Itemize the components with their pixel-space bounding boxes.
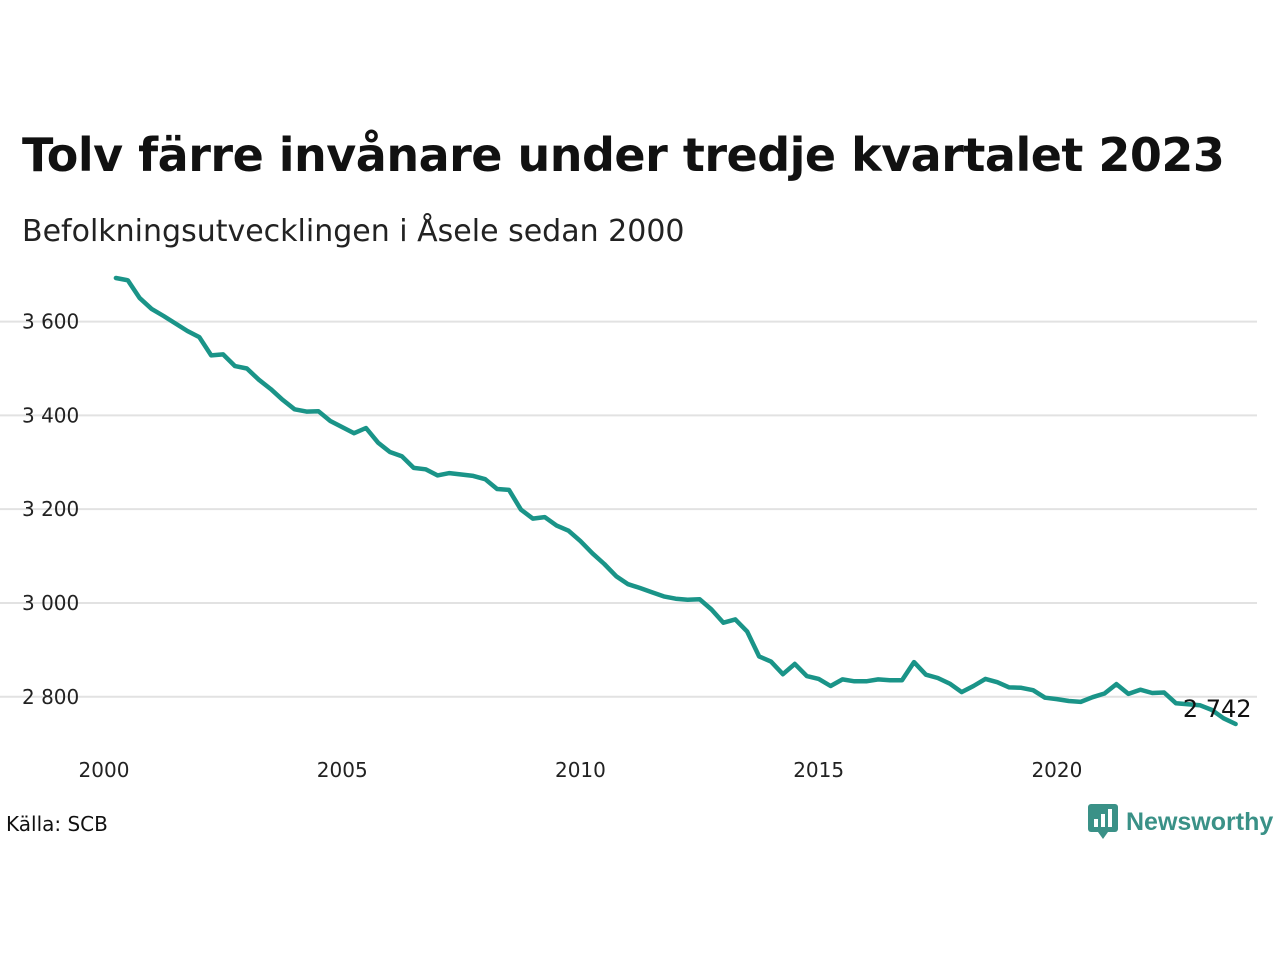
- source-note: Källa: SCB: [6, 812, 108, 836]
- x-tick-label: 2020: [1031, 758, 1082, 782]
- brand-logo: Newsworthy: [1088, 804, 1273, 840]
- y-tick-label: 3 600: [22, 310, 79, 334]
- chart-subtitle: Befolkningsutvecklingen i Åsele sedan 20…: [22, 214, 685, 249]
- population-line-chart: 2 800 3 000 3 200 3 400 3 600 2000 2005 2010 201…: [0, 275, 1257, 782]
- y-tick-label: 3 200: [22, 497, 79, 521]
- x-tick-label: 2000: [79, 758, 130, 782]
- population-series-line: [113, 275, 1238, 727]
- chart-title: Tolv färre invånare under tredje kvartal…: [22, 128, 1225, 182]
- x-tick-label: 2005: [317, 758, 368, 782]
- y-tick-label: 3 000: [22, 591, 79, 615]
- newsworthy-logo-icon: [1088, 804, 1118, 839]
- brand-name: Newsworthy: [1126, 807, 1274, 836]
- y-tick-label: 3 400: [22, 403, 79, 427]
- x-tick-label: 2015: [793, 758, 844, 782]
- y-tick-label: 2 800: [22, 685, 79, 709]
- end-value-label: 2 742: [1183, 695, 1252, 723]
- x-tick-label: 2010: [555, 758, 606, 782]
